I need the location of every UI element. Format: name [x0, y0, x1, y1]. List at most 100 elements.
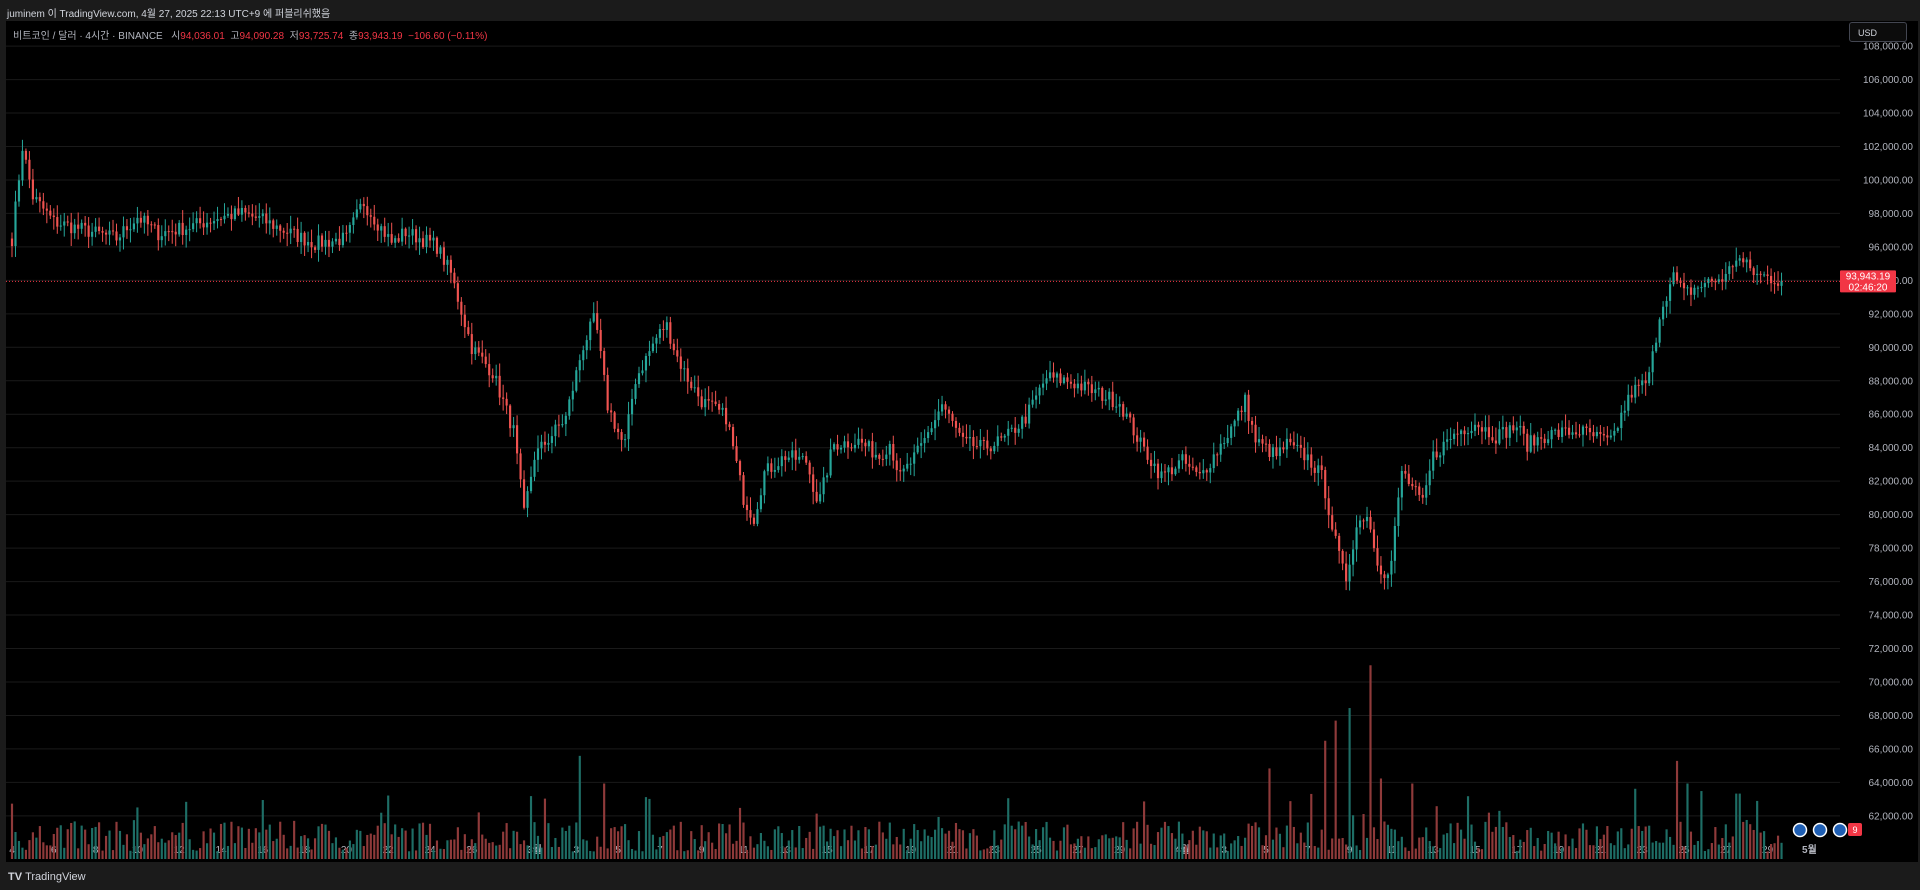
candle-body[interactable] — [118, 237, 122, 241]
candle-body[interactable] — [157, 225, 160, 241]
candle-body[interactable] — [770, 463, 773, 472]
candle-body[interactable] — [1174, 468, 1177, 475]
candle-body[interactable] — [59, 225, 62, 227]
candle-body[interactable] — [282, 230, 285, 233]
candle-body[interactable] — [202, 223, 205, 228]
candle-body[interactable] — [676, 350, 679, 357]
candle-body[interactable] — [324, 239, 327, 247]
candle-body[interactable] — [846, 441, 850, 448]
candle-body[interactable] — [1557, 429, 1560, 437]
price-chart[interactable]: 108,000.00 106,000.00 104,000.00 102,000.00… — [6, 21, 1918, 862]
candle-body[interactable] — [1254, 424, 1257, 443]
candle-body[interactable] — [1216, 454, 1219, 456]
candle-body[interactable] — [1115, 406, 1118, 408]
candle-body[interactable] — [1118, 404, 1121, 407]
candle-body[interactable] — [1466, 433, 1470, 435]
candle-body[interactable] — [989, 448, 992, 452]
candle-body[interactable] — [1372, 529, 1376, 549]
candle-body[interactable] — [1066, 377, 1069, 382]
candle-body[interactable] — [1501, 427, 1504, 430]
candle-body[interactable] — [1463, 430, 1466, 435]
candle-body[interactable] — [864, 442, 867, 447]
candle-body[interactable] — [1439, 455, 1442, 458]
candle-body[interactable] — [178, 222, 181, 235]
candle-body[interactable] — [261, 213, 264, 217]
candle-body[interactable] — [1104, 399, 1107, 401]
candle-body[interactable] — [359, 203, 362, 210]
candle-body[interactable] — [1212, 454, 1215, 469]
candle-body[interactable] — [1512, 425, 1515, 431]
candle-body[interactable] — [139, 217, 142, 223]
candle-body[interactable] — [798, 456, 801, 460]
candle-body[interactable] — [714, 401, 717, 404]
candle-body[interactable] — [885, 454, 888, 460]
candle-body[interactable] — [920, 443, 923, 446]
candle-body[interactable] — [1414, 486, 1417, 488]
candle-body[interactable] — [968, 437, 971, 439]
candle-body[interactable] — [383, 226, 386, 237]
candle-body[interactable] — [568, 399, 571, 416]
candle-body[interactable] — [836, 444, 839, 450]
candle-body[interactable] — [1052, 372, 1055, 378]
candle-body[interactable] — [1132, 417, 1135, 436]
candle-body[interactable] — [1411, 483, 1414, 487]
candle-body[interactable] — [815, 491, 818, 502]
candle-body[interactable] — [1324, 470, 1327, 499]
candle-body[interactable] — [826, 475, 829, 478]
candle-body[interactable] — [610, 410, 613, 413]
candle-body[interactable] — [185, 229, 188, 236]
candle-body[interactable] — [1651, 351, 1654, 373]
candle-body[interactable] — [996, 436, 999, 446]
candle-body[interactable] — [909, 463, 912, 465]
candle-body[interactable] — [237, 208, 240, 215]
candle-body[interactable] — [1035, 395, 1038, 400]
candle-body[interactable] — [449, 259, 452, 273]
candle-body[interactable] — [707, 399, 710, 401]
candle-body[interactable] — [1320, 465, 1323, 471]
candle-body[interactable] — [596, 313, 599, 330]
candle-body[interactable] — [1153, 463, 1156, 467]
candle-body[interactable] — [763, 471, 766, 496]
candle-body[interactable] — [927, 432, 930, 439]
candle-body[interactable] — [327, 239, 331, 247]
candle-body[interactable] — [704, 399, 707, 408]
candle-body[interactable] — [731, 427, 735, 447]
candle-body[interactable] — [52, 215, 55, 218]
candle-body[interactable] — [1526, 433, 1529, 452]
candle-body[interactable] — [1588, 428, 1592, 433]
candle-body[interactable] — [853, 444, 857, 449]
candle-body[interactable] — [1240, 410, 1243, 413]
candle-body[interactable] — [651, 343, 655, 352]
candle-body[interactable] — [153, 224, 156, 226]
candle-body[interactable] — [529, 476, 533, 492]
candle-body[interactable] — [387, 234, 390, 237]
candle-body[interactable] — [1338, 535, 1341, 551]
candle-body[interactable] — [467, 327, 470, 335]
candle-body[interactable] — [1076, 383, 1079, 389]
candle-body[interactable] — [1623, 410, 1626, 413]
candle-body[interactable] — [1059, 373, 1062, 384]
candle-body[interactable] — [1014, 427, 1017, 433]
candle-body[interactable] — [644, 356, 648, 371]
candle-body[interactable] — [1574, 432, 1578, 435]
candle-body[interactable] — [1470, 430, 1473, 434]
candle-body[interactable] — [1268, 443, 1271, 458]
candle-body[interactable] — [1662, 306, 1665, 320]
candle-body[interactable] — [575, 370, 578, 391]
candle-body[interactable] — [630, 398, 634, 415]
candle-body[interactable] — [1459, 430, 1463, 435]
candle-body[interactable] — [244, 207, 247, 213]
candle-body[interactable] — [1348, 564, 1351, 582]
candle-body[interactable] — [1306, 454, 1309, 461]
candle-body[interactable] — [1421, 494, 1424, 498]
candle-body[interactable] — [1237, 410, 1240, 421]
candle-body[interactable] — [1770, 275, 1773, 284]
economic-event-flag-icon[interactable] — [1792, 822, 1808, 838]
candle-body[interactable] — [91, 231, 94, 237]
candle-body[interactable] — [98, 226, 101, 232]
candle-body[interactable] — [672, 343, 675, 351]
candle-body[interactable] — [641, 370, 644, 374]
candle-body[interactable] — [394, 238, 397, 243]
candle-body[interactable] — [1390, 560, 1393, 575]
candle-body[interactable] — [1536, 437, 1539, 446]
